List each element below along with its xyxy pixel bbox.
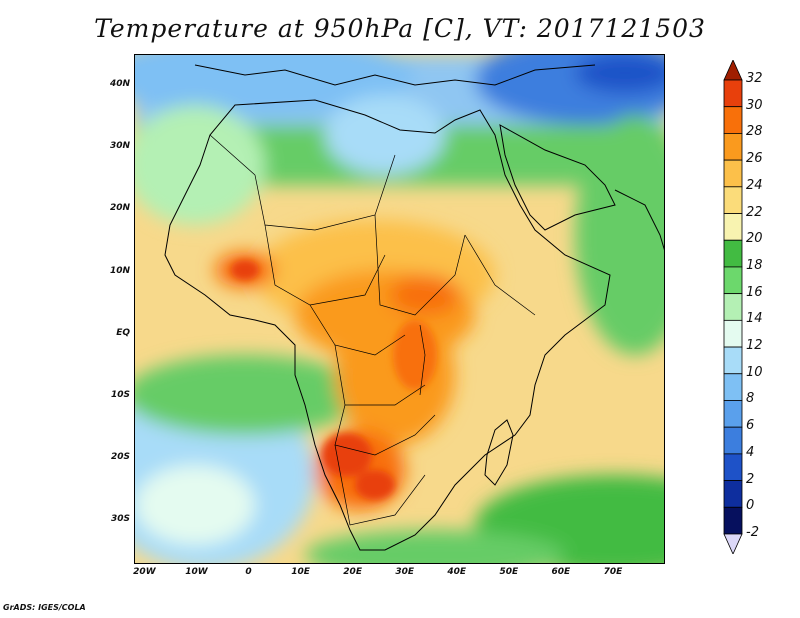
colorbar-level-label: -2 — [746, 525, 759, 540]
x-tick-label: 10W — [185, 567, 208, 577]
map-panel — [134, 54, 665, 564]
caspian-cold — [575, 55, 664, 93]
arabian-sea-green — [575, 115, 664, 355]
colorbar-level-label: 30 — [746, 97, 763, 113]
colorbar-segment — [723, 319, 743, 348]
chart-title: Temperature at 950hPa [C], VT: 201712150… — [94, 14, 706, 43]
y-tick-label: 20N — [109, 203, 130, 214]
colorbar-level-label: 18 — [746, 257, 763, 273]
libya-cool — [325, 95, 445, 175]
colorbar-segment — [723, 293, 743, 321]
x-tick-label: 10E — [291, 567, 310, 577]
credit-text: GrADS: IGES/COLA — [3, 603, 86, 612]
y-tick-label: 30N — [109, 141, 130, 152]
great-lakes-warm — [393, 320, 437, 390]
colorbar-segment — [723, 133, 743, 161]
colorbar-segment — [723, 239, 743, 268]
y-tick-label: 10N — [109, 265, 130, 276]
india-coastline — [614, 189, 664, 251]
colorbar-level-label: 20 — [746, 231, 763, 247]
sudan-hot — [390, 275, 460, 315]
congo-warm — [335, 305, 455, 445]
mediterranean-cool — [135, 55, 415, 115]
botswana-hotspot — [355, 470, 395, 500]
colorbar-segment — [723, 346, 743, 375]
colorbar-level-label: 6 — [746, 418, 755, 434]
colorbar-level-label: 0 — [746, 498, 755, 514]
colorbar-segment — [723, 480, 743, 508]
south-atlantic-pale — [135, 465, 255, 545]
atlantic-green — [135, 355, 365, 435]
x-tick-label: 30E — [395, 567, 415, 577]
colorbar-segment — [723, 400, 743, 428]
country-borders — [209, 134, 536, 526]
colorbar-level-label: 10 — [746, 364, 763, 380]
colorbar-segment — [723, 453, 743, 481]
colorbar-level-label: 22 — [746, 204, 763, 220]
colorbar — [723, 60, 743, 554]
x-tick-label: 0 — [245, 567, 252, 577]
colorbar-level-label: 14 — [746, 311, 763, 327]
x-tick-label: 70E — [603, 567, 623, 577]
colorbar-level-label: 8 — [746, 391, 755, 407]
colorbar-level-label: 4 — [746, 444, 755, 460]
colorbar-segment — [723, 186, 743, 214]
colorbar-level-label: 16 — [746, 284, 763, 300]
y-tick-label: 10S — [110, 390, 130, 401]
y-tick-label: EQ — [116, 327, 130, 338]
x-tick-label: 60E — [551, 567, 571, 577]
colorbar-level-label: 2 — [746, 471, 755, 487]
colorbar-level-label: 28 — [746, 124, 763, 140]
colorbar-segment — [723, 106, 743, 134]
namibia-hotspot — [322, 433, 372, 477]
southern-green — [305, 530, 565, 563]
temperature-map — [135, 55, 664, 563]
x-tick-label: 40E — [447, 567, 467, 577]
colorbar-level-label: 12 — [746, 338, 763, 354]
y-tick-label: 40N — [109, 79, 130, 90]
y-tick-label: 30S — [110, 514, 130, 525]
colorbar-segment — [723, 79, 743, 108]
x-tick-label: 50E — [499, 567, 519, 577]
colorbar-segment — [723, 373, 743, 401]
colorbar-segment — [723, 426, 743, 455]
europe-coastline — [194, 64, 596, 86]
colorbar-level-label: 26 — [746, 151, 763, 167]
x-tick-label: 20W — [133, 567, 156, 577]
ghana-hotspot — [231, 260, 259, 280]
colorbar-segment — [723, 506, 743, 535]
colorbar-level-label: 24 — [746, 177, 763, 193]
x-tick-label: 20E — [343, 567, 362, 577]
y-tick-label: 20S — [110, 452, 130, 463]
africa-coastline — [164, 99, 611, 551]
colorbar-level-label: 32 — [746, 71, 763, 86]
colorbar-segment — [723, 159, 743, 188]
madagascar-outline — [484, 419, 514, 486]
colorbar-max-triangle — [723, 60, 743, 81]
arabia-coastline — [499, 124, 616, 231]
colorbar-segment — [723, 213, 743, 241]
colorbar-segment — [723, 266, 743, 295]
colorbar-min-triangle — [723, 533, 743, 554]
